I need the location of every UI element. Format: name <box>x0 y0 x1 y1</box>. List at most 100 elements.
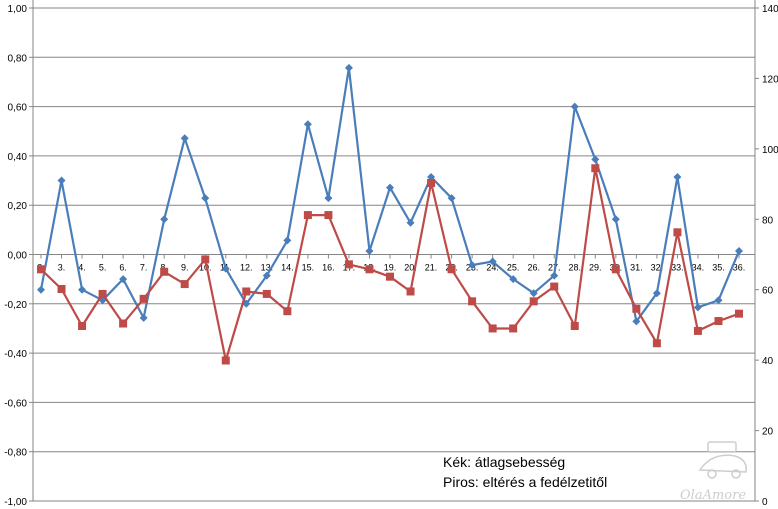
category-label: 24. <box>486 263 499 273</box>
data-point-square <box>303 211 312 220</box>
right-tick-label: 100 <box>762 145 778 156</box>
data-point-diamond <box>693 303 702 312</box>
category-label: 7. <box>140 263 148 273</box>
category-label: 13. <box>261 263 274 273</box>
data-point-square <box>242 287 251 296</box>
data-point-diamond <box>386 183 394 192</box>
left-tick-label: -1,00 <box>4 497 27 508</box>
category-label: 33. <box>671 263 684 273</box>
legend: Kék: átlagsebesség Piros: eltérés a fedé… <box>443 454 607 490</box>
legend-line-blue: Kék: átlagsebesség <box>443 454 565 470</box>
data-point-square <box>180 280 189 289</box>
category-label: 9. <box>181 263 189 273</box>
category-label: 16. <box>322 263 335 273</box>
series <box>37 63 743 365</box>
data-point-diamond <box>37 285 45 294</box>
left-tick-label: 0,80 <box>8 53 28 64</box>
category-label: 31. <box>630 263 643 273</box>
data-point-square <box>714 317 723 326</box>
data-point-square <box>119 319 128 328</box>
gridlines <box>33 7 755 502</box>
category-label: 12. <box>240 263 253 273</box>
data-point-diamond <box>324 194 333 203</box>
data-point-square <box>57 285 66 294</box>
data-point-diamond <box>119 275 128 284</box>
data-point-diamond <box>406 218 415 227</box>
left-tick-label: 0,40 <box>8 152 28 163</box>
data-point-square <box>591 164 600 173</box>
data-point-diamond <box>652 289 661 298</box>
category-label: 28. <box>569 263 582 273</box>
data-point-square <box>529 297 538 306</box>
data-point-diamond <box>180 134 189 143</box>
right-tick-label: 20 <box>762 427 774 438</box>
data-point-square <box>632 304 641 313</box>
category-label: 15. <box>302 263 315 273</box>
data-point-diamond <box>570 102 579 111</box>
data-point-square <box>221 356 230 365</box>
category-label: 3. <box>58 263 66 273</box>
data-point-square <box>365 265 374 274</box>
data-point-square <box>447 265 456 274</box>
category-label: 36. <box>733 263 746 273</box>
left-tick-label: 0,20 <box>8 201 28 212</box>
data-point-diamond <box>139 313 148 322</box>
data-point-square <box>488 324 497 333</box>
data-point-diamond <box>57 176 66 185</box>
data-point-square <box>344 260 353 269</box>
left-tick-label: 1,00 <box>8 4 28 15</box>
data-point-diamond <box>714 296 723 305</box>
category-label: 6. <box>119 263 127 273</box>
data-point-diamond <box>78 285 87 294</box>
data-point-diamond <box>201 194 210 203</box>
data-point-diamond <box>735 246 743 255</box>
data-point-diamond <box>529 289 538 298</box>
data-point-square <box>673 228 682 237</box>
data-point-square <box>509 324 518 333</box>
data-point-diamond <box>283 236 292 245</box>
data-point-diamond <box>468 261 477 270</box>
category-label: 10. <box>199 263 212 273</box>
data-point-diamond <box>673 173 682 182</box>
data-point-diamond <box>611 215 620 224</box>
right-tick-label: 120 <box>762 74 778 85</box>
left-tick-label: 0,00 <box>8 251 28 262</box>
data-point-square <box>550 282 559 291</box>
data-point-square <box>324 211 333 220</box>
data-point-square <box>611 265 620 274</box>
data-point-square <box>160 267 169 276</box>
category-label: 21. <box>425 263 438 273</box>
series-line-diamond <box>39 66 741 323</box>
data-point-square <box>406 287 415 296</box>
category-label: 8. <box>160 263 168 273</box>
left-axis-ticks: -1,00 -0,80 -0,60 -0,40 -0,20 0,00 0,20 0,40 0,6… <box>4 4 33 508</box>
left-tick-label: -0,80 <box>4 448 27 459</box>
data-point-square <box>262 289 271 298</box>
category-label: 26. <box>527 263 540 273</box>
category-label: 35. <box>712 263 725 273</box>
data-point-diamond <box>344 63 353 72</box>
data-point-square <box>201 255 210 264</box>
data-point-square <box>386 272 394 281</box>
data-point-square <box>37 265 45 274</box>
data-point-square <box>693 326 702 335</box>
right-tick-label: 60 <box>762 286 774 297</box>
category-label: 34. <box>692 263 705 273</box>
data-point-square <box>427 179 436 188</box>
data-point-diamond <box>591 155 600 164</box>
data-point-square <box>570 321 579 330</box>
data-point-square <box>98 289 107 298</box>
right-tick-label: 140 <box>762 4 778 15</box>
data-point-square <box>139 294 148 303</box>
left-tick-label: -0,60 <box>4 398 27 409</box>
data-point-square <box>735 309 743 318</box>
legend-line-red: Piros: eltérés a fedélzetitől <box>443 474 607 490</box>
data-point-diamond <box>262 271 271 280</box>
right-axis-ticks: 0 20 40 60 80 100 120 140 <box>755 4 778 508</box>
category-label: 25. <box>507 263 520 273</box>
data-point-diamond <box>632 317 641 326</box>
category-label: 29. <box>589 263 602 273</box>
watermark: OlaAmore <box>680 441 748 503</box>
right-tick-label: 0 <box>762 497 768 508</box>
data-point-diamond <box>488 257 497 266</box>
